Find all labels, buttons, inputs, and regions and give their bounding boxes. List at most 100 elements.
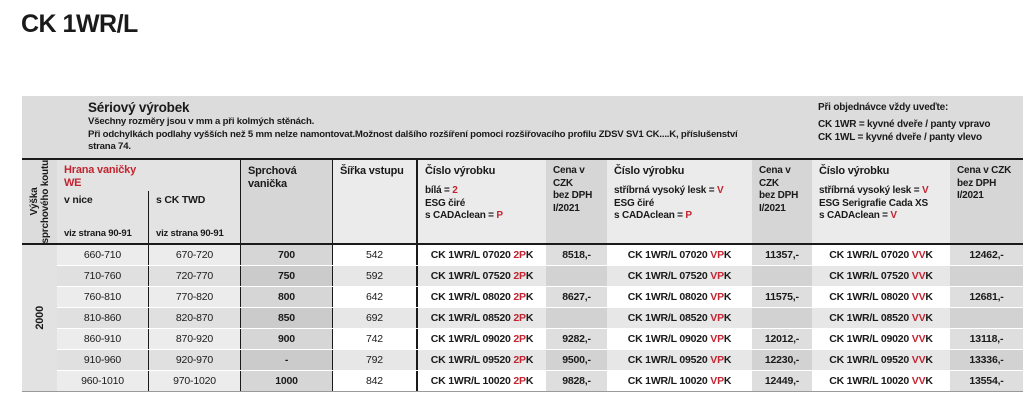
cell-price-silver <box>752 266 812 286</box>
cell-price-serigraphy <box>950 266 1023 286</box>
height-value-cell: 2000 <box>22 245 57 391</box>
header-price-3: Cena v CZK bez DPH I/2021 <box>950 160 1023 244</box>
cell-product-code-white: CK 1WR/L 09020 2PK <box>416 329 546 349</box>
cell-niche-range: 760-810 <box>57 287 148 307</box>
header-price-1: Cena v CZK bez DPH I/2021 <box>546 160 607 244</box>
cell-price-silver: 11357,- <box>752 245 812 265</box>
header-product-number-serigraphy: Číslo výrobku stříbrná vysoký lesk = V E… <box>812 160 950 244</box>
header-height-label: Výška sprchového koutu <box>28 160 51 244</box>
table-body: 2000 660-710 670-720 700 542 CK 1WR/L 07… <box>22 245 1023 392</box>
cell-product-code-serigraphy: CK 1WR/L 10020 VVK <box>812 371 950 391</box>
cell-product-code-serigraphy: CK 1WR/L 07020 VVK <box>812 245 950 265</box>
cell-entry-width: 542 <box>332 245 416 265</box>
header-entry-width: Šířka vstupu <box>332 160 416 244</box>
cell-price-serigraphy: 13554,- <box>950 371 1023 391</box>
cell-price-white: 9282,- <box>546 329 607 349</box>
header-tray-edge-title: Hrana vaničky WE <box>64 164 136 189</box>
page-title: CK 1WR/L <box>21 10 138 38</box>
cell-product-code-serigraphy: CK 1WR/L 08520 VVK <box>812 308 950 328</box>
header-subcol-niche: v nice viz strana 90-91 <box>57 191 148 243</box>
cell-niche-range: 860-910 <box>57 329 148 349</box>
cell-product-code-silver: CK 1WR/L 09520 VPK <box>607 350 752 370</box>
cell-entry-width: 792 <box>332 350 416 370</box>
header-height: Výška sprchového koutu <box>22 160 57 244</box>
cell-product-code-serigraphy: CK 1WR/L 07520 VVK <box>812 266 950 286</box>
cell-product-code-white: CK 1WR/L 07520 2PK <box>416 266 546 286</box>
cell-niche-range: 710-760 <box>57 266 148 286</box>
cell-product-code-silver: CK 1WR/L 09020 VPK <box>607 329 752 349</box>
header-subcol-twd: s CK TWD viz strana 90-91 <box>148 191 240 244</box>
cell-tray-size: 850 <box>240 308 332 328</box>
cell-product-code-white: CK 1WR/L 08020 2PK <box>416 287 546 307</box>
height-value: 2000 <box>33 306 46 330</box>
cell-twd-range: 920-970 <box>148 350 240 370</box>
cell-twd-range: 770-820 <box>148 287 240 307</box>
cell-price-white: 8627,- <box>546 287 607 307</box>
cell-product-code-serigraphy: CK 1WR/L 08020 VVK <box>812 287 950 307</box>
cell-price-silver: 12449,- <box>752 371 812 391</box>
cell-niche-range: 810-860 <box>57 308 148 328</box>
order-note-line-1: CK 1WR = kyvné dveře / panty vpravo <box>818 119 991 130</box>
cell-entry-width: 592 <box>332 266 416 286</box>
cell-twd-range: 720-770 <box>148 266 240 286</box>
intro-line-1: Všechny rozměry jsou v mm a při kolmých … <box>88 116 315 127</box>
cell-price-white: 8518,- <box>546 245 607 265</box>
header-tray-edge: Hrana vaničky WE v nice viz strana 90-91… <box>57 160 240 244</box>
intro-line-3: strana 74. <box>88 141 131 152</box>
cell-tray-size: 1000 <box>240 371 332 391</box>
product-table: Sériový výrobek Všechny rozměry jsou v m… <box>22 96 1023 392</box>
cell-price-white <box>546 266 607 286</box>
cell-product-code-silver: CK 1WR/L 10020 VPK <box>607 371 752 391</box>
cell-tray-size: 900 <box>240 329 332 349</box>
cell-product-code-white: CK 1WR/L 10020 2PK <box>416 371 546 391</box>
intro-band: Sériový výrobek Všechny rozměry jsou v m… <box>22 96 1023 158</box>
cell-price-white: 9828,- <box>546 371 607 391</box>
cell-entry-width: 692 <box>332 308 416 328</box>
cell-price-serigraphy: 12462,- <box>950 245 1023 265</box>
cell-twd-range: 820-870 <box>148 308 240 328</box>
cell-product-code-silver: CK 1WR/L 07020 VPK <box>607 245 752 265</box>
cell-price-silver: 11575,- <box>752 287 812 307</box>
cell-product-code-silver: CK 1WR/L 07520 VPK <box>607 266 752 286</box>
cell-entry-width: 842 <box>332 371 416 391</box>
cell-tray-size: 750 <box>240 266 332 286</box>
cell-entry-width: 642 <box>332 287 416 307</box>
header-tray-edge-subcolumns: v nice viz strana 90-91 s CK TWD viz str… <box>57 191 240 244</box>
order-note-title: Při objednávce vždy uveďte: <box>818 102 949 113</box>
cell-tray-size: 700 <box>240 245 332 265</box>
order-note: Při objednávce vždy uveďte: CK 1WR = kyv… <box>818 101 1023 144</box>
cell-entry-width: 742 <box>332 329 416 349</box>
cell-price-silver: 12012,- <box>752 329 812 349</box>
cell-price-serigraphy: 12681,- <box>950 287 1023 307</box>
cell-price-white <box>546 308 607 328</box>
cell-price-silver <box>752 308 812 328</box>
cell-niche-range: 910-960 <box>57 350 148 370</box>
cell-twd-range: 870-920 <box>148 329 240 349</box>
cell-price-serigraphy: 13118,- <box>950 329 1023 349</box>
cell-price-serigraphy: 13336,- <box>950 350 1023 370</box>
page-reference: viz strana 90-91 <box>64 228 132 240</box>
cell-product-code-white: CK 1WR/L 07020 2PK <box>416 245 546 265</box>
cell-price-silver: 12230,- <box>752 350 812 370</box>
intro-text-block: Sériový výrobek Všechny rozměry jsou v m… <box>88 100 738 154</box>
header-product-number-silver: Číslo výrobku stříbrná vysoký lesk = V E… <box>607 160 752 244</box>
header-shower-tray: Sprchová vanička <box>240 160 332 244</box>
cell-product-code-serigraphy: CK 1WR/L 09020 VVK <box>812 329 950 349</box>
cell-product-code-white: CK 1WR/L 08520 2PK <box>416 308 546 328</box>
page-reference: viz strana 90-91 <box>156 228 224 240</box>
order-note-line-2: CK 1WL = kyvné dveře / panty vlevo <box>818 131 982 143</box>
cell-niche-range: 960-1010 <box>57 371 148 391</box>
cell-tray-size: - <box>240 350 332 370</box>
table-header-row: Výška sprchového koutu Hrana vaničky WE … <box>22 158 1023 245</box>
cell-twd-range: 670-720 <box>148 245 240 265</box>
header-price-2: Cena v CZK bez DPH I/2021 <box>752 160 812 244</box>
cell-product-code-silver: CK 1WR/L 08020 VPK <box>607 287 752 307</box>
cell-tray-size: 800 <box>240 287 332 307</box>
intro-title: Sériový výrobek <box>88 100 190 115</box>
intro-line-2: Při odchylkách podlahy vyšších než 5 mm … <box>88 128 738 140</box>
cell-twd-range: 970-1020 <box>148 371 240 391</box>
cell-product-code-white: CK 1WR/L 09520 2PK <box>416 350 546 370</box>
header-product-number-white: Číslo výrobku bílá = 2 ESG čiré s CADAcl… <box>416 160 546 244</box>
cell-niche-range: 660-710 <box>57 245 148 265</box>
